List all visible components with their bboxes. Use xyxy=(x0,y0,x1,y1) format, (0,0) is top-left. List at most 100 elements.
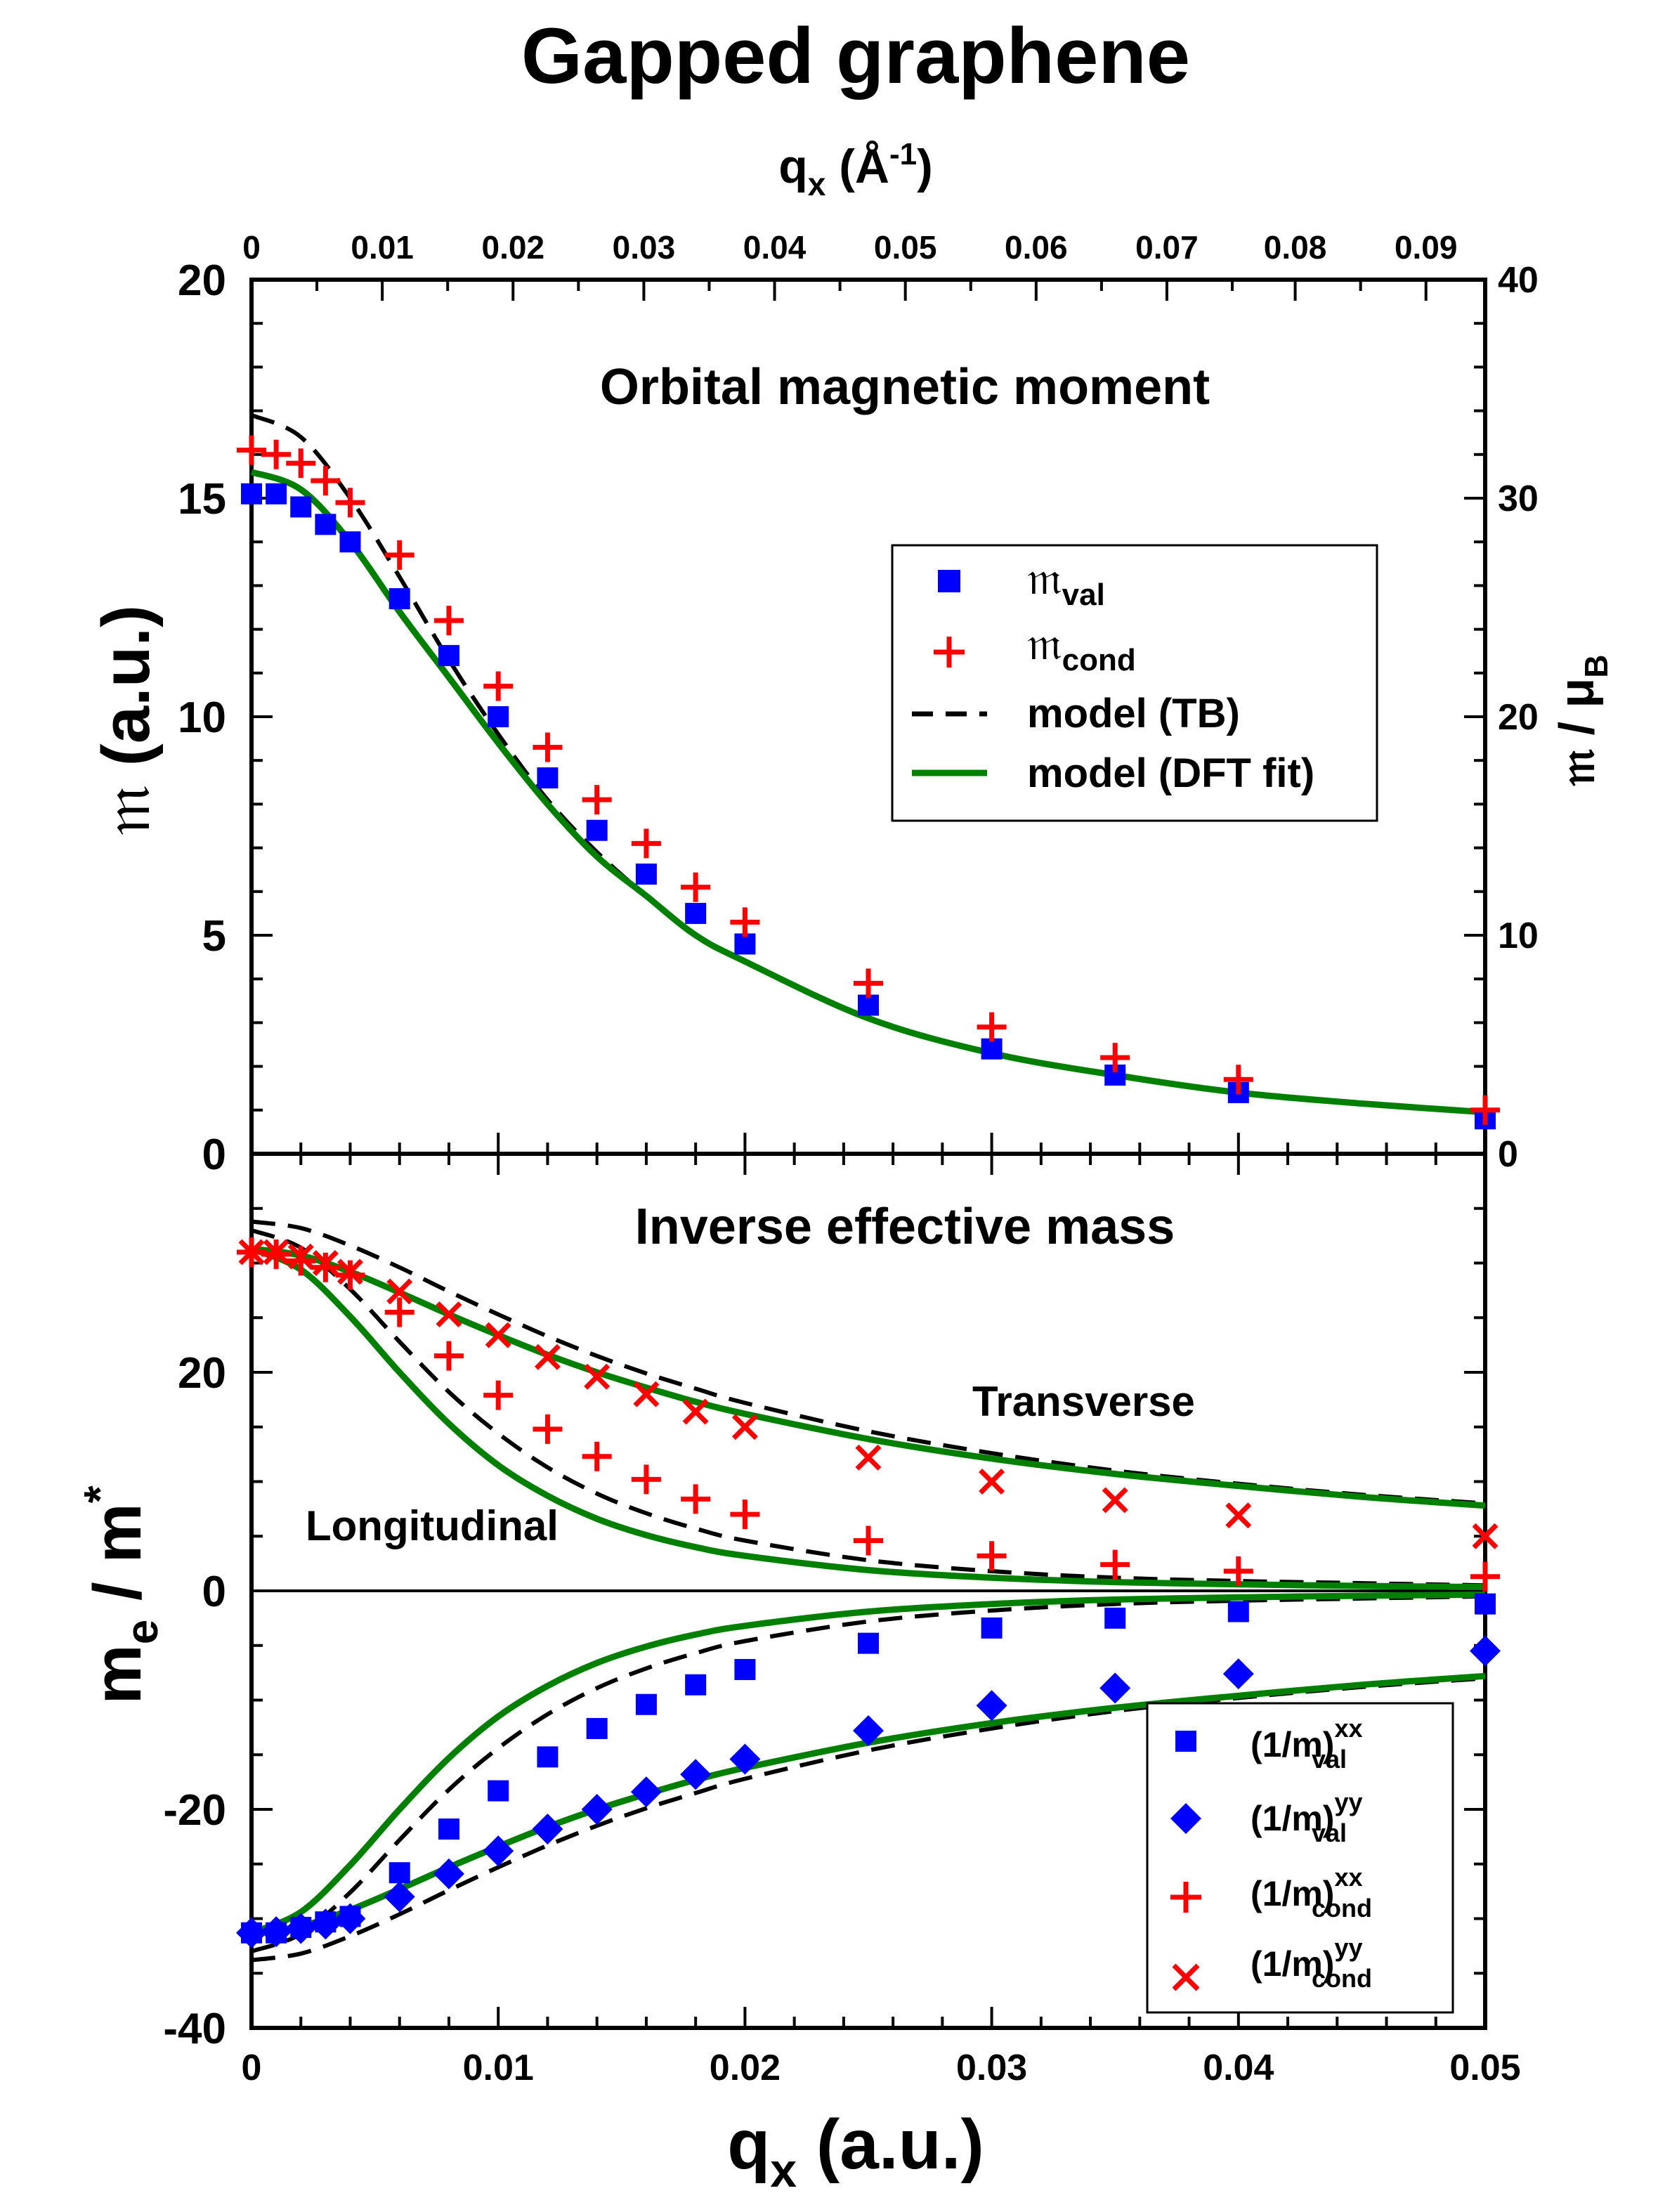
top-curve-model-dft-fit- xyxy=(250,469,1486,1116)
bottom-marker-diamond xyxy=(310,1908,341,1940)
top-y2-tick-label: 10 xyxy=(1498,916,1539,956)
bottom-x-tick-label: 0.03 xyxy=(956,2048,1027,2088)
top-marker-plus xyxy=(1223,1065,1253,1095)
top-marker-square xyxy=(981,1038,1003,1060)
bottom-marker-diamond xyxy=(680,1759,712,1790)
top-marker-square xyxy=(438,644,459,666)
bottom-x-tick-label: 0.01 xyxy=(463,2048,534,2088)
top-y-tick-label: 5 xyxy=(202,912,226,961)
bottom-y-tick-label: 0 xyxy=(202,1568,226,1616)
transverse-annotation: Transverse xyxy=(972,1378,1195,1425)
bottom-marker-cross xyxy=(855,1444,882,1471)
bottom-marker-plus xyxy=(311,1252,341,1282)
legend-label-m-cond: 𝔪cond xyxy=(1027,616,1136,677)
bottom-marker-cross xyxy=(682,1398,709,1425)
legend-marker-mxx-val xyxy=(1175,1731,1196,1752)
top-y-tick-label: 0 xyxy=(202,1131,226,1179)
bottom-curve-tb-transverse-val- xyxy=(251,1676,1486,1963)
bottom-marker-plus xyxy=(681,1484,711,1514)
bottom-marker-cross xyxy=(979,1469,1005,1495)
bottom-marker-cross xyxy=(534,1344,561,1370)
top-marker-square xyxy=(290,496,312,518)
bottom-marker-square xyxy=(389,1862,410,1884)
bottom-marker-square xyxy=(586,1717,608,1739)
bottom-marker-diamond xyxy=(483,1835,514,1867)
bottom-y-tick-label: 20 xyxy=(178,1349,226,1398)
top-right-y-axis-label: 𝔪 / μB xyxy=(1549,654,1614,786)
legend-label-m-val: 𝔪val xyxy=(1027,551,1105,612)
bottom-marker-plus xyxy=(483,1380,514,1410)
bottom-marker-plus xyxy=(582,1441,612,1471)
legend-marker-m-cond xyxy=(934,637,965,668)
bottom-marker-plus xyxy=(433,1341,464,1371)
top-marker-plus xyxy=(1100,1043,1130,1073)
bottom-curve-dft-fit-longitudinal-val- xyxy=(250,1591,1486,1936)
top-marker-plus xyxy=(286,448,316,479)
legend-label-model-dft: model (DFT fit) xyxy=(1027,750,1314,796)
top-marker-plus xyxy=(730,907,760,937)
bottom-y-axis-label: me / m* xyxy=(74,1485,167,1704)
top-panel-title: Orbital magnetic moment xyxy=(600,359,1210,415)
top-marker-square xyxy=(488,706,509,727)
bottom-marker-plus xyxy=(1100,1549,1130,1580)
top-marker-plus xyxy=(977,1012,1007,1042)
bottom-marker-cross xyxy=(584,1363,611,1390)
top-y-tick-label: 15 xyxy=(178,475,226,523)
top-marker-plus xyxy=(237,435,266,465)
top-marker-square xyxy=(858,994,879,1016)
bottom-marker-square xyxy=(734,1658,756,1680)
bottom-marker-cross xyxy=(1102,1487,1128,1514)
top-x-tick-label: 0.05 xyxy=(874,229,937,266)
bottom-x-tick-label: 0.05 xyxy=(1449,2048,1520,2088)
top-marker-square xyxy=(315,514,337,535)
bottom-marker-plus xyxy=(854,1525,883,1556)
bottom-x-axis-label: qx (a.u.) xyxy=(727,2105,984,2197)
top-y2-tick-label: 20 xyxy=(1498,697,1539,738)
legend-label-mxx-val: (1/m)xx val xyxy=(1251,1714,1363,1774)
bottom-marker-cross xyxy=(1472,1523,1499,1549)
legend-marker-m-val xyxy=(938,570,960,592)
bottom-marker-diamond xyxy=(236,1917,267,1948)
top-y2-tick-label: 30 xyxy=(1498,479,1539,519)
legend-marker-myy-cond xyxy=(1172,1963,1200,1991)
top-y-tick-label: 20 xyxy=(178,256,226,305)
bottom-marker-diamond xyxy=(729,1743,761,1775)
top-marker-plus xyxy=(483,671,514,701)
bottom-marker-cross xyxy=(238,1239,265,1266)
top-marker-plus xyxy=(433,606,464,636)
bottom-curve-tb-longitudinal-cond- xyxy=(250,1228,1486,1588)
top-marker-square xyxy=(635,863,657,885)
bottom-panel-title: Inverse effective mass xyxy=(635,1199,1175,1255)
top-marker-plus xyxy=(582,785,612,815)
bottom-legend: (1/m)xx val (1/m)yy val (1/m)xx cond (1/m)y… xyxy=(1146,1702,1454,2014)
bottom-marker-cross xyxy=(312,1250,339,1276)
bottom-marker-diamond xyxy=(433,1858,464,1889)
bottom-legend-box xyxy=(1146,1702,1454,2014)
top-y-axis-label: 𝔪 (a.u.) xyxy=(86,605,165,835)
bottom-marker-diamond xyxy=(261,1916,292,1948)
legend-marker-mxx-cond xyxy=(1170,1882,1201,1913)
top-marker-square xyxy=(389,588,410,610)
bottom-marker-cross xyxy=(287,1243,314,1270)
bottom-y-tick-label: -20 xyxy=(163,1786,226,1835)
bottom-marker-diamond xyxy=(1099,1672,1131,1704)
bottom-marker-diamond xyxy=(384,1881,415,1913)
top-marker-plus xyxy=(533,732,563,762)
markers-layer xyxy=(236,435,1501,1948)
top-x-tick-label: 0.08 xyxy=(1264,229,1327,266)
bottom-curve-tb-longitudinal-val- xyxy=(251,1594,1486,1953)
ticks-layer: 0 0.01 0.02 0.03 0.04 0.05 0 0.01 0.02 0.03 0.04 0.… xyxy=(163,229,1538,2088)
bottom-marker-diamond xyxy=(1470,1635,1501,1667)
top-axis-label: qx (Å-1) xyxy=(778,137,933,202)
bottom-curve-dft-fit-longitudinal-cond- xyxy=(250,1246,1486,1591)
top-marker-plus xyxy=(681,872,711,902)
top-x-tick-label: 0.02 xyxy=(482,229,545,266)
top-marker-plus xyxy=(384,540,414,570)
legend-label-myy-val: (1/m)yy val xyxy=(1251,1788,1363,1847)
top-marker-plus xyxy=(311,466,341,496)
bottom-marker-square xyxy=(635,1693,657,1715)
top-y-tick-label: 10 xyxy=(178,694,226,742)
bottom-marker-plus xyxy=(631,1464,661,1495)
bottom-marker-cross xyxy=(633,1381,660,1407)
